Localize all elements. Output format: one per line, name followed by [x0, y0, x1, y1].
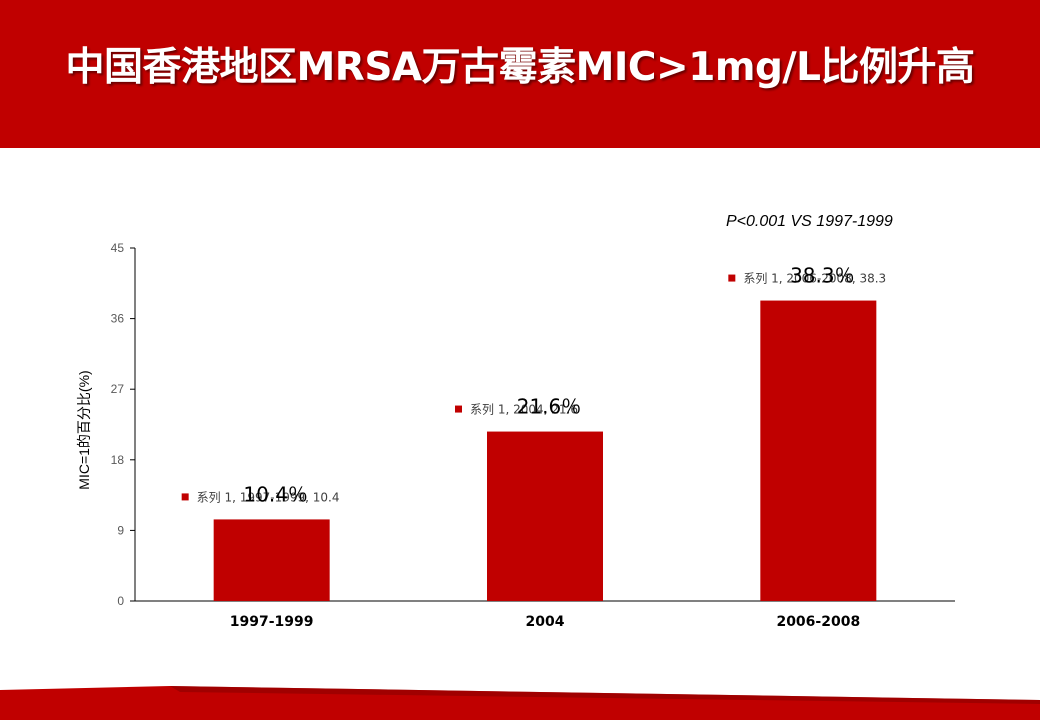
bar — [213, 519, 330, 601]
title-banner: 中国香港地区MRSA万古霉素MIC>1mg/L比例升高 — [0, 0, 1040, 148]
x-tick-label: 2006-2008 — [776, 614, 860, 630]
y-axis-label: MIC=1的百分比(%) — [76, 370, 92, 490]
point-label-marker — [181, 493, 189, 501]
point-label: 系列 1, 2006-2008, 38.3 — [743, 272, 886, 286]
data-label: 38.3％ — [790, 264, 855, 288]
y-tick-label: 45 — [111, 241, 125, 255]
y-tick-label: 27 — [111, 382, 125, 396]
bar — [487, 431, 603, 601]
footer-decoration — [0, 686, 1040, 720]
point-label-marker — [455, 405, 462, 413]
y-tick-label: 36 — [111, 312, 125, 326]
y-tick-label: 9 — [117, 523, 124, 537]
point-label: 系列 1, 1997-1999, 10.4 — [197, 490, 340, 504]
slide-title: 中国香港地区MRSA万古霉素MIC>1mg/L比例升高 — [65, 45, 975, 90]
point-label-marker — [728, 274, 736, 282]
data-label: 10.4％ — [243, 482, 308, 506]
y-tick-label: 0 — [117, 594, 124, 608]
x-tick-label: 2004 — [526, 614, 565, 630]
bar — [760, 300, 877, 601]
point-label: 系列 1, 2004, 21.6 — [470, 403, 578, 417]
y-tick-label: 18 — [111, 453, 125, 467]
x-tick-label: 1997-1999 — [230, 614, 314, 630]
data-label: 21.6％ — [517, 395, 582, 419]
significance-annotation: P<0.001 VS 1997-1999 — [726, 213, 893, 230]
